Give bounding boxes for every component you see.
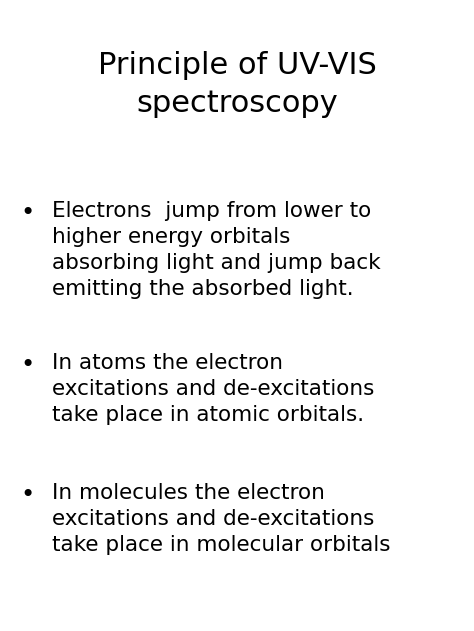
Text: In molecules the electron
excitations and de-excitations
take place in molecular: In molecules the electron excitations an… (52, 483, 391, 555)
Text: Electrons  jump from lower to
higher energy orbitals
absorbing light and jump ba: Electrons jump from lower to higher ener… (52, 201, 381, 299)
Text: •: • (21, 353, 35, 377)
Text: Principle of UV-VIS
spectroscopy: Principle of UV-VIS spectroscopy (98, 51, 376, 118)
Text: In atoms the electron
excitations and de-excitations
take place in atomic orbita: In atoms the electron excitations and de… (52, 353, 374, 425)
Text: •: • (21, 483, 35, 507)
Text: •: • (21, 201, 35, 225)
